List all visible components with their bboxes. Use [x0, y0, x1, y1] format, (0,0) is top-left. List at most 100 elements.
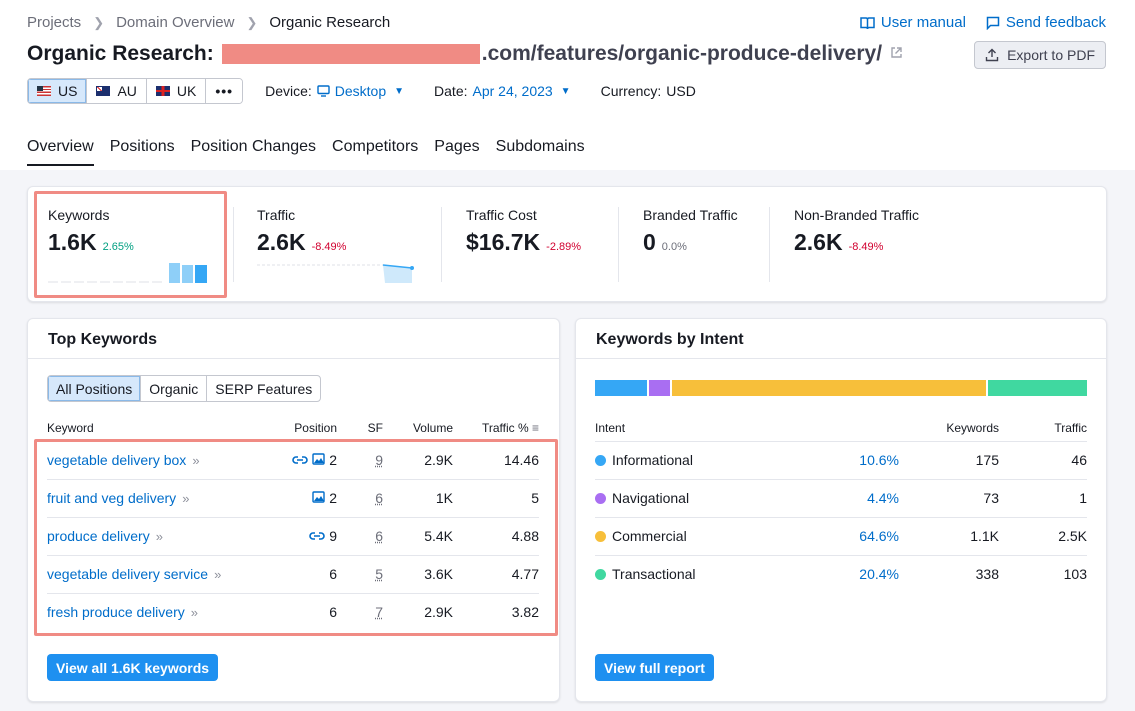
intent-keywords: 175 [899, 440, 999, 479]
keyword-link[interactable]: vegetable delivery box [47, 452, 187, 468]
traffic-cost-metric[interactable]: Traffic Cost $16.7K -2.89% [466, 207, 581, 256]
keywords-metric[interactable]: Keywords 1.6K 2.65% [48, 207, 134, 256]
report-tabs: Overview Positions Position Changes Comp… [27, 138, 585, 166]
branded-traffic-metric[interactable]: Branded Traffic 0 0.0% [643, 207, 738, 256]
table-row: fresh produce delivery » 6 7 2.9K 3.82 [47, 592, 539, 631]
traffic-value: 5 [453, 478, 539, 517]
send-feedback-link[interactable]: Send feedback [986, 14, 1106, 31]
sf-value[interactable]: 9 [375, 452, 383, 468]
intent-keywords: 1.1K [899, 516, 999, 555]
intent-name: Navigational [612, 490, 690, 506]
book-icon [860, 16, 875, 29]
col-sf[interactable]: SF [367, 420, 383, 435]
tab-overview[interactable]: Overview [27, 138, 94, 166]
traffic-value: 4.77 [453, 554, 539, 593]
non-branded-traffic-metric[interactable]: Non-Branded Traffic 2.6K -8.49% [794, 207, 919, 256]
user-manual-label: User manual [880, 14, 966, 31]
tab-competitors[interactable]: Competitors [332, 138, 419, 155]
more-databases-button[interactable]: ••• [206, 79, 243, 103]
intent-percent[interactable]: 64.6% [859, 528, 899, 544]
breadcrumb-projects[interactable]: Projects [27, 14, 82, 31]
keyword-link[interactable]: produce delivery [47, 528, 150, 544]
device-dropdown[interactable]: Desktop ▼ [317, 83, 404, 99]
double-chevron-icon[interactable]: » [182, 491, 190, 506]
double-chevron-icon[interactable]: » [192, 453, 200, 468]
keyword-link[interactable]: fruit and veg delivery [47, 490, 177, 506]
database-label: US [58, 83, 78, 99]
double-chevron-icon[interactable]: » [190, 605, 198, 621]
col-keyword[interactable]: Keyword [47, 420, 94, 435]
intent-percent[interactable]: 4.4% [867, 490, 899, 506]
double-chevron-icon[interactable]: » [155, 529, 163, 544]
sf-value[interactable]: 6 [375, 490, 383, 506]
database-selector: US AU UK ••• [27, 78, 244, 104]
volume-value: 3.6K [383, 554, 453, 593]
col-keywords[interactable]: Keywords [946, 420, 999, 435]
col-intent[interactable]: Intent [595, 420, 626, 435]
col-traffic[interactable]: Traffic % ≡ [453, 415, 539, 441]
col-traffic[interactable]: Traffic [1054, 420, 1087, 435]
upload-icon [985, 48, 999, 62]
breadcrumb-domain-overview[interactable]: Domain Overview [116, 14, 235, 31]
traffic-metric[interactable]: Traffic 2.6K -8.49% [257, 207, 346, 256]
page-header: Projects ❯ Domain Overview ❯ Organic Res… [0, 0, 1135, 170]
sf-value[interactable]: 5 [375, 566, 383, 582]
keyword-link[interactable]: fresh produce delivery [47, 604, 185, 621]
position-value: 2 [329, 490, 337, 506]
intent-name: Informational [612, 452, 693, 468]
tab-pages[interactable]: Pages [434, 138, 480, 155]
tab-position-changes[interactable]: Position Changes [190, 138, 317, 155]
database-uk-button[interactable]: UK [146, 79, 207, 103]
filter-serp-features[interactable]: SERP Features [215, 380, 313, 397]
filter-organic[interactable]: Organic [141, 376, 208, 401]
send-feedback-label: Send feedback [1005, 14, 1106, 31]
keyword-link[interactable]: vegetable delivery service [47, 566, 209, 582]
tab-positions[interactable]: Positions [109, 138, 175, 155]
double-chevron-icon[interactable]: » [214, 567, 222, 582]
page-title-prefix: Organic Research: [27, 42, 214, 65]
tab-subdomains[interactable]: Subdomains [495, 138, 585, 155]
filter-all-positions[interactable]: All Positions [48, 376, 142, 401]
intent-bar-segment[interactable] [595, 380, 647, 396]
divider [28, 358, 559, 359]
page-title-domain[interactable]: .com/features/organic-produce-delivery/ [481, 42, 883, 65]
database-us-button[interactable]: US [28, 79, 88, 103]
intent-percent[interactable]: 20.4% [859, 566, 899, 583]
metric-delta: -8.49% [848, 241, 884, 253]
external-link-icon[interactable] [890, 46, 903, 62]
intent-bar-segment[interactable] [648, 380, 670, 396]
metric-delta: 0.0% [661, 241, 687, 253]
commercial-dot-icon [595, 531, 606, 542]
metric-value[interactable]: 2.6K [794, 229, 843, 255]
currency-value: USD [666, 83, 696, 99]
date-selector: Date: Apr 24, 2023 ▼ [434, 83, 571, 99]
metric-value[interactable]: 0 [643, 229, 656, 255]
intent-bar-segment[interactable] [671, 380, 986, 396]
table-header: Intent Keywords Traffic [595, 415, 1087, 441]
divider [769, 207, 770, 282]
col-volume[interactable]: Volume [412, 420, 453, 435]
database-label: AU [117, 83, 137, 99]
panel-title: Keywords by Intent [596, 331, 744, 348]
breadcrumb: Projects ❯ Domain Overview ❯ Organic Res… [27, 14, 390, 31]
volume-value: 2.9K [383, 440, 453, 479]
metric-value[interactable]: 1.6K [48, 229, 97, 255]
sf-value[interactable]: 6 [375, 528, 383, 544]
metric-value[interactable]: 2.6K [257, 229, 306, 255]
database-au-button[interactable]: AU [87, 79, 147, 103]
panel-title: Top Keywords [48, 331, 158, 348]
date-value: Apr 24, 2023 [472, 83, 553, 99]
view-all-keywords-button[interactable]: View all 1.6K keywords [47, 654, 219, 681]
user-manual-link[interactable]: User manual [860, 14, 966, 31]
date-dropdown[interactable]: Apr 24, 2023 ▼ [473, 83, 571, 99]
table-row: Informational 10.6% 175 46 [595, 440, 1087, 479]
device-label: Device: [265, 83, 312, 99]
position-value: 9 [329, 528, 337, 544]
intent-bar-segment[interactable] [987, 380, 1087, 396]
intent-percent[interactable]: 10.6% [859, 452, 899, 468]
export-pdf-button[interactable]: Export to PDF [974, 41, 1106, 69]
metric-value[interactable]: $16.7K [466, 229, 541, 255]
view-full-report-button[interactable]: View full report [595, 654, 714, 681]
sf-value[interactable]: 7 [375, 604, 383, 621]
col-position[interactable]: Position [294, 420, 337, 435]
